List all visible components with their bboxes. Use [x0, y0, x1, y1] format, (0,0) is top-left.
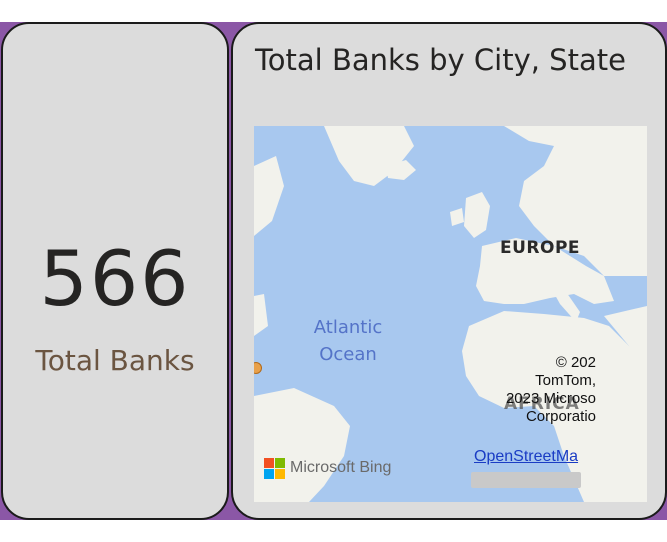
attribution-line: © 202	[555, 354, 596, 371]
kpi-card[interactable]: 566 Total Banks	[1, 22, 229, 520]
kpi-value: 566	[39, 234, 191, 323]
attribution-line: Corporatio	[525, 408, 596, 425]
map-land-layer	[254, 126, 647, 502]
map-card[interactable]: Total Banks by City, State	[231, 22, 667, 520]
attribution-line: 2023 Microso	[505, 390, 596, 407]
attribution-line: TomTom,	[535, 372, 596, 389]
openstreetmap-link[interactable]: OpenStreetMa	[474, 448, 579, 465]
map-label-africa: AFRICA	[504, 394, 580, 414]
kpi-label: Total Banks	[35, 344, 195, 377]
map-viewport[interactable]: EUROPE Atlantic Ocean AFRICA © 202 TomTo…	[254, 126, 647, 502]
map-label-europe: EUROPE	[500, 238, 581, 258]
bing-branding: Microsoft Bing	[264, 458, 392, 479]
map-marker-icon[interactable]	[254, 362, 262, 374]
map-label-ocean: Atlantic Ocean	[300, 314, 396, 368]
attribution-scrollbar[interactable]	[471, 472, 581, 488]
map-attribution: © 202 TomTom, 2023 Microso Corporatio	[480, 354, 596, 426]
microsoft-logo-icon	[264, 458, 285, 479]
map-label-ocean-line2: Ocean	[319, 344, 377, 365]
map-label-ocean-line1: Atlantic	[313, 317, 383, 338]
map-title: Total Banks by City, State	[255, 43, 626, 77]
bing-logo-text: Microsoft Bing	[290, 459, 392, 476]
